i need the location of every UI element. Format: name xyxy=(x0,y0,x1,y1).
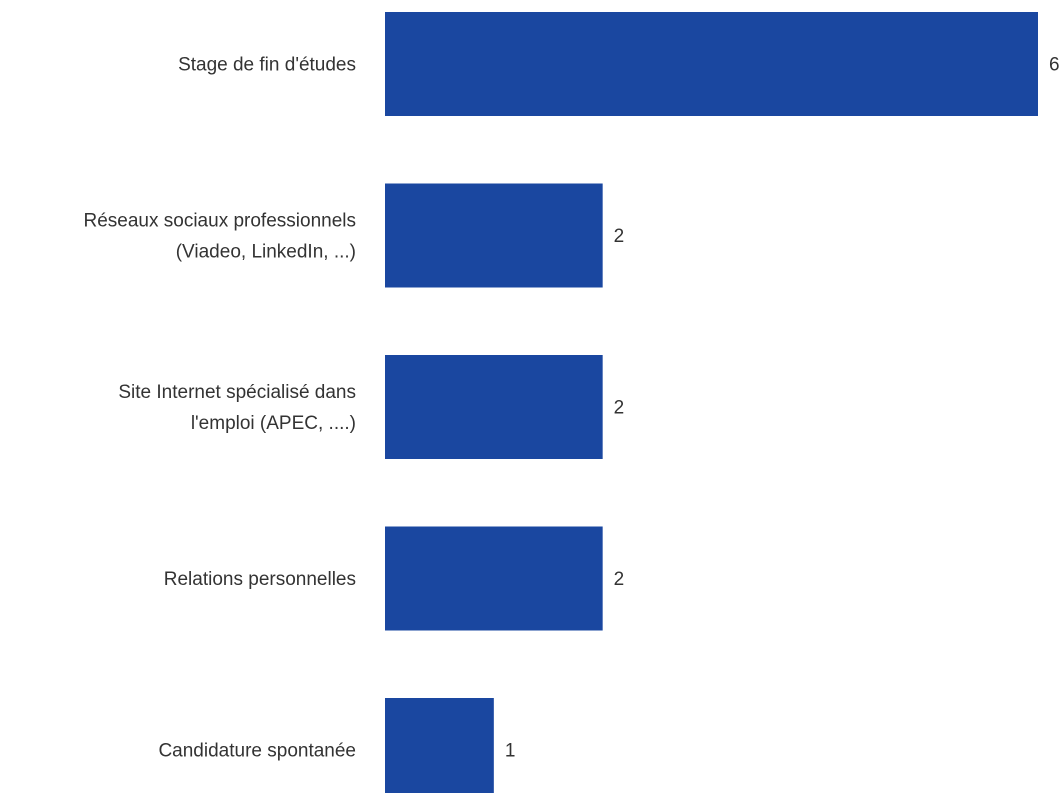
bar xyxy=(385,698,494,798)
data-label: 2 xyxy=(614,226,625,247)
data-label: 2 xyxy=(614,398,625,419)
bar xyxy=(385,355,603,459)
data-label: 2 xyxy=(614,569,625,590)
bar xyxy=(385,183,603,288)
category-label: Réseaux sociaux professionnels (Viadeo, L… xyxy=(84,211,357,263)
category-label: Candidature spontanée xyxy=(158,741,356,762)
data-labels-layer: 6 2 2 2 1 xyxy=(505,55,1060,762)
bar xyxy=(385,12,1038,116)
data-label: 6 xyxy=(1049,55,1060,76)
bar xyxy=(385,526,603,631)
data-label: 1 xyxy=(505,741,516,762)
category-labels-layer: Stage de fin d'études Réseaux sociaux pro… xyxy=(84,55,357,762)
category-label: Stage de fin d'études xyxy=(178,55,356,76)
category-label: Site Internet spécialisé dans l'emploi (A… xyxy=(118,382,356,434)
bars-layer xyxy=(385,12,1038,798)
category-label: Relations personnelles xyxy=(164,569,356,590)
